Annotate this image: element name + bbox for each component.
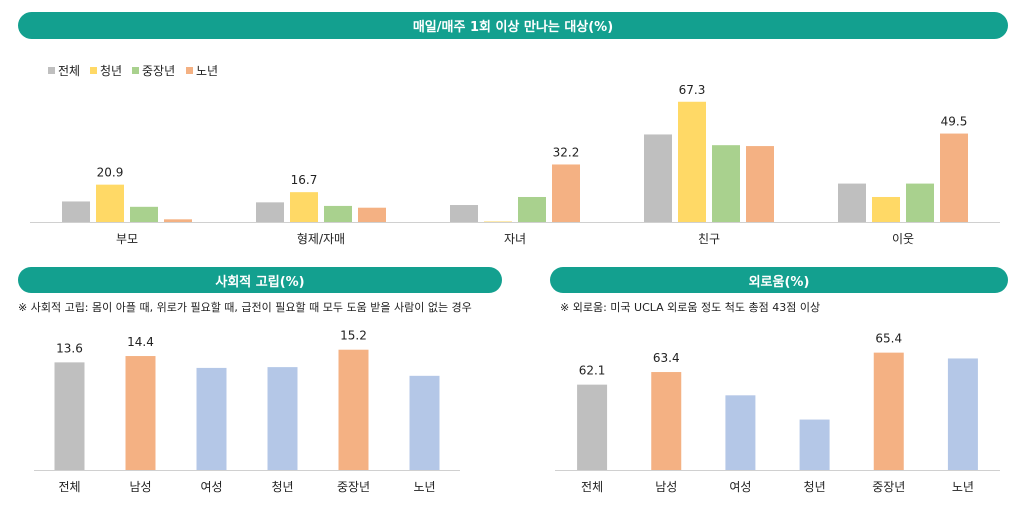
isolation-note: ※ 사회적 고립: 몸이 아플 때, 위로가 필요할 때, 급전이 필요할 때 … <box>18 301 472 314</box>
legend-swatch <box>186 67 193 74</box>
data-label: 67.3 <box>679 83 706 97</box>
legend-label: 노년 <box>196 64 218 78</box>
bar <box>54 362 85 470</box>
bar <box>62 201 90 222</box>
data-label: 20.9 <box>97 166 124 180</box>
legend-label: 중장년 <box>142 64 175 78</box>
bar <box>256 202 284 222</box>
category-label: 형제/자매 <box>297 232 345 246</box>
category-label: 이웃 <box>892 232 914 246</box>
category-label: 청년 <box>804 480 826 494</box>
bar <box>712 145 740 222</box>
bar <box>450 205 478 222</box>
category-label: 청년 <box>271 480 293 494</box>
loneliness-chart: 62.1 전체 63.4 남성 여성 청년 65.4 중장년 노년 <box>555 332 1000 494</box>
data-label: 49.5 <box>941 115 968 129</box>
category-label: 남성 <box>655 480 677 494</box>
data-label: 16.7 <box>291 173 318 187</box>
bar <box>196 367 227 470</box>
bar <box>906 183 934 222</box>
social-isolation-chart: 13.6 전체 14.4 남성 여성 청년 15.2 중장년 노년 <box>34 329 460 494</box>
category-label: 여성 <box>729 480 751 494</box>
data-label: 13.6 <box>56 341 83 355</box>
category-label: 노년 <box>952 480 974 494</box>
bar <box>338 349 369 470</box>
data-label: 65.4 <box>875 332 902 346</box>
top-chart-title: 매일/매주 1회 이상 만나는 대상(%) <box>18 12 1008 39</box>
data-label: 62.1 <box>579 364 606 378</box>
bar <box>799 419 830 470</box>
bar <box>324 205 352 222</box>
category-label: 전체 <box>581 480 603 494</box>
bar <box>290 192 318 222</box>
legend-swatch <box>132 67 139 74</box>
category-label: 중장년 <box>337 480 370 494</box>
category-label: 전체 <box>58 480 80 494</box>
category-label: 남성 <box>129 480 151 494</box>
legend-label: 전체 <box>58 64 80 78</box>
loneliness-chart-title: 외로움(%) <box>550 267 1008 293</box>
bar <box>164 219 192 222</box>
bar <box>838 183 866 222</box>
bar <box>940 133 968 222</box>
legend-label: 청년 <box>100 64 122 78</box>
data-label: 15.2 <box>340 329 367 343</box>
bar <box>725 395 756 470</box>
category-label: 부모 <box>116 232 138 246</box>
category-label: 친구 <box>698 232 720 246</box>
bar <box>267 367 298 470</box>
bar <box>872 196 900 222</box>
bar <box>651 372 682 470</box>
bar <box>947 358 978 470</box>
data-label: 32.2 <box>553 145 580 159</box>
isolation-chart-title: 사회적 고립(%) <box>18 267 502 293</box>
data-label: 63.4 <box>653 351 680 365</box>
data-label: 14.4 <box>127 335 154 349</box>
bar <box>358 207 386 222</box>
bar <box>873 352 904 470</box>
legend-swatch <box>48 67 55 74</box>
bar <box>678 101 706 222</box>
category-label: 중장년 <box>872 480 905 494</box>
bar <box>409 375 440 470</box>
bar <box>644 134 672 222</box>
bar <box>96 184 124 222</box>
legend-swatch <box>90 67 97 74</box>
category-label: 자녀 <box>504 232 526 246</box>
loneliness-note: ※ 외로움: 미국 UCLA 외로움 정도 척도 총점 43점 이상 <box>560 301 821 314</box>
bar <box>746 146 774 222</box>
bar <box>577 384 608 470</box>
category-label: 노년 <box>413 480 435 494</box>
bar <box>552 164 580 222</box>
meeting-frequency-chart: 전체 청년 중장년 노년 20.9 부모 16.7 형제/자매 32.2 자녀 67.3 친구 49.5… <box>30 64 1000 246</box>
bar <box>518 196 546 222</box>
bar <box>125 356 156 470</box>
category-label: 여성 <box>200 480 222 494</box>
bar <box>130 206 158 222</box>
bar <box>484 221 512 222</box>
